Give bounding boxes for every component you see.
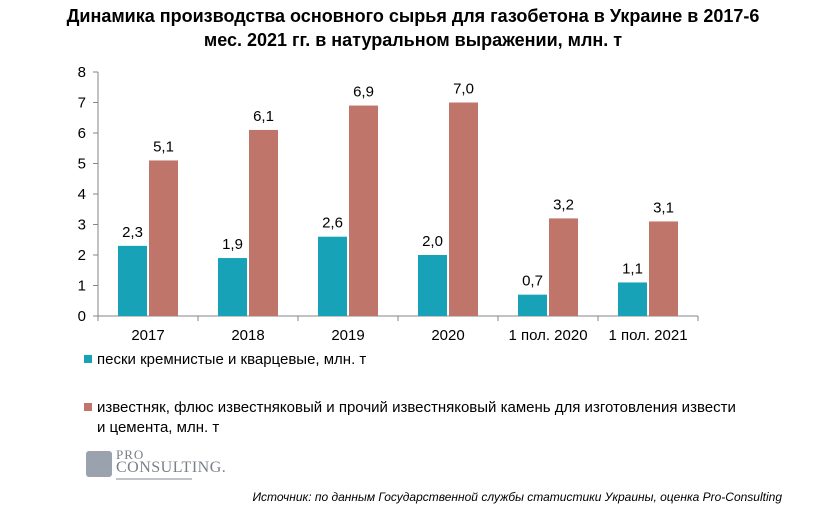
y-tick-label: 3: [78, 217, 86, 234]
x-tick-label: 2020: [431, 327, 464, 344]
data-label: 2,3: [122, 224, 143, 241]
x-tick-label: 2018: [231, 327, 264, 344]
data-label: 2,6: [322, 215, 343, 232]
x-tick-label: 1 пол. 2020: [508, 327, 587, 344]
chart-title: Динамика производства основного сырья дл…: [0, 4, 826, 52]
y-tick-label: 0: [78, 308, 86, 325]
bar-sand: [218, 258, 247, 316]
logo-text-consulting: CONSULTING.: [116, 459, 227, 476]
data-label: 6,1: [253, 108, 274, 125]
y-tick-label: 2: [78, 247, 86, 264]
legend-label-sand: пески кремнистые и кварцевые, млн. т: [97, 351, 367, 368]
bar-sand: [418, 255, 447, 316]
x-tick-label: 2019: [331, 327, 364, 344]
legend-swatch-sand: [84, 355, 92, 363]
y-tick-label: 5: [78, 156, 86, 173]
logo-text-pro: PRO: [116, 447, 145, 462]
x-tick-label: 1 пол. 2021: [608, 327, 687, 344]
bar-limestone: [149, 160, 178, 316]
source-note: Источник: по данным Государственной служ…: [252, 490, 782, 504]
bar-chart: 0 1 2 3 4 5 6 7 8 2017 2018 2019 2020 1 пол. 2020 1 по…: [78, 64, 699, 344]
y-tick-label: 4: [78, 186, 86, 203]
bar-limestone: [449, 102, 478, 316]
chart-title-line-1: Динамика производства основного сырья дл…: [66, 6, 760, 26]
legend-item-limestone: известняк, флюс известняковый и прочий и…: [84, 398, 737, 438]
bar-limestone: [649, 221, 678, 316]
chart-axes: 0 1 2 3 4 5 6 7 8 2017 2018 2019 2020 1 пол. 2020 1 по…: [78, 64, 699, 344]
x-tick-label: 2017: [131, 327, 164, 344]
legend-swatch-limestone: [84, 403, 92, 411]
chart-title-line-2: мес. 2021 гг. в натуральном выражении, м…: [203, 30, 623, 50]
legend-label-limestone: известняк, флюс известняковый и прочий и…: [97, 399, 736, 436]
bar-limestone: [249, 129, 278, 316]
data-label: 0,7: [522, 273, 543, 290]
bar-sand: [518, 294, 547, 316]
data-label: 5,1: [153, 138, 174, 155]
y-tick-label: 7: [78, 95, 86, 112]
bar-sand: [318, 236, 347, 316]
chart-bars: [118, 102, 678, 316]
data-label: 6,9: [353, 84, 374, 101]
logo-underline: [116, 478, 192, 480]
data-label: 7,0: [453, 81, 474, 98]
bar-sand: [118, 245, 147, 316]
bar-sand: [618, 282, 647, 316]
y-tick-label: 6: [78, 125, 86, 142]
data-label: 3,1: [653, 199, 674, 216]
data-label: 1,1: [622, 260, 643, 277]
pro-consulting-logo: PRO CONSULTING.: [86, 447, 226, 485]
data-label: 3,2: [553, 196, 574, 213]
bar-limestone: [349, 105, 378, 316]
y-tick-label: 1: [78, 278, 86, 295]
bar-limestone: [549, 218, 578, 316]
logo-horse-icon: [86, 451, 112, 477]
data-label: 2,0: [422, 233, 443, 250]
legend-item-sand: пески кремнистые и кварцевые, млн. т: [84, 350, 737, 370]
data-label: 1,9: [222, 236, 243, 253]
chart-data-labels: 2,3 1,9 2,6 2,0 0,7 1,1 5,1 6,1 6,9 7,0 3,2 3,1: [122, 81, 674, 290]
y-tick-label: 8: [78, 64, 86, 81]
